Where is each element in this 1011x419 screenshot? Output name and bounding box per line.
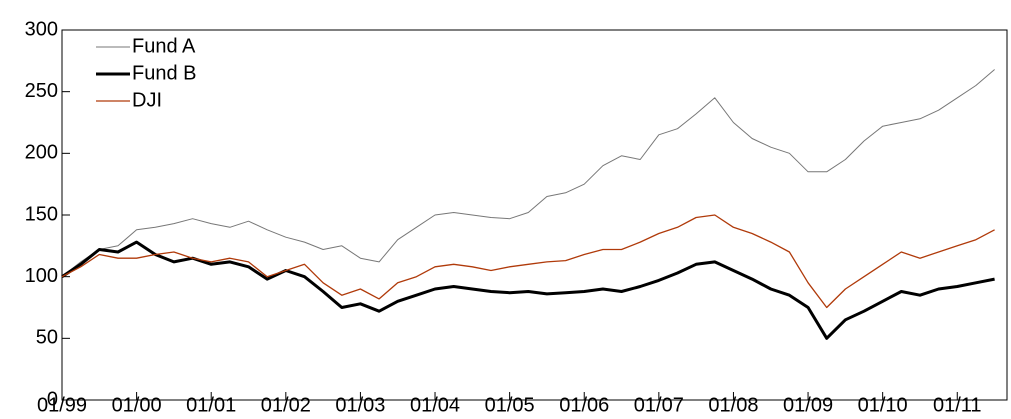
x-tick-label: 01/05: [485, 394, 535, 414]
y-tick-label: 300: [25, 18, 58, 40]
x-tick-label: 01/07: [634, 394, 684, 414]
x-tick-label: 01/02: [261, 394, 311, 414]
x-tick-label: 01/10: [858, 394, 908, 414]
y-tick-label: 200: [25, 142, 58, 164]
x-tick-label: 01/11: [933, 394, 982, 414]
y-tick-label: 250: [25, 80, 58, 102]
series-line: [61, 240, 995, 340]
x-tick-label: 01/99: [37, 394, 87, 414]
y-tick-label: 0: [47, 388, 58, 410]
plot-frame: [61, 29, 1008, 401]
x-tick-label: 01/01: [186, 394, 236, 414]
y-tick-label: 100: [25, 265, 58, 287]
legend-label: Fund A: [132, 35, 196, 57]
series-line: [61, 69, 995, 278]
x-tick-label: 01/04: [410, 394, 460, 414]
y-tick-label: 50: [36, 327, 58, 349]
y-tick-label: 150: [25, 203, 58, 225]
x-tick-label: 01/06: [559, 394, 609, 414]
x-tick-label: 01/09: [783, 394, 833, 414]
x-tick-label: 01/03: [335, 394, 385, 414]
x-tick-label: 01/00: [112, 394, 162, 414]
series-line: [61, 214, 995, 309]
legend-label: DJI: [132, 89, 162, 111]
legend-label: Fund B: [132, 62, 196, 84]
x-tick-label: 01/08: [708, 394, 758, 414]
